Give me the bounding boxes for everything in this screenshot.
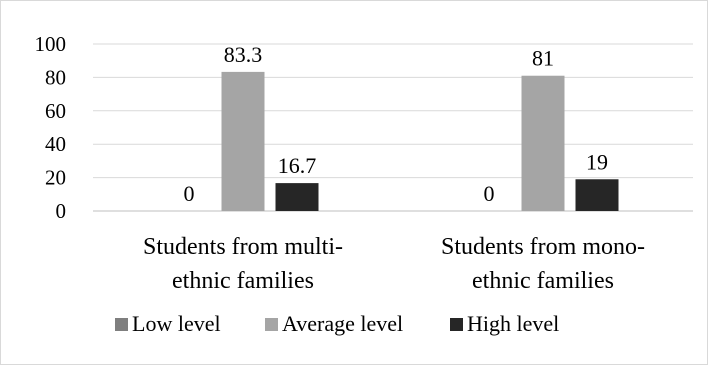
y-tick-label: 60 bbox=[45, 99, 66, 123]
y-tick-label: 100 bbox=[35, 32, 67, 56]
data-label: 0 bbox=[184, 181, 195, 206]
legend-swatch bbox=[115, 318, 128, 331]
bar bbox=[575, 179, 619, 211]
y-tick-label: 80 bbox=[45, 65, 66, 89]
legend-label: Average level bbox=[282, 311, 403, 336]
category-labels: Students from multi-ethnic families Stude… bbox=[143, 234, 645, 294]
bar bbox=[275, 183, 319, 211]
bar bbox=[521, 75, 565, 211]
data-label: 16.7 bbox=[278, 153, 317, 178]
data-labels: 0 83.3 16.7 0 81 19 bbox=[184, 42, 609, 206]
legend-swatch bbox=[450, 318, 463, 331]
category-label: ethnic families bbox=[472, 268, 614, 294]
bars bbox=[221, 71, 619, 211]
data-label: 0 bbox=[484, 181, 495, 206]
legend-label: High level bbox=[467, 311, 559, 336]
data-label: 83.3 bbox=[224, 42, 263, 67]
bar bbox=[221, 71, 265, 211]
category-label: Students from multi- bbox=[143, 234, 343, 260]
y-tick-label: 0 bbox=[56, 199, 67, 223]
legend-label: Low level bbox=[132, 311, 221, 336]
y-tick-label: 20 bbox=[45, 166, 66, 190]
y-axis: 0 20 40 60 80 100 bbox=[35, 32, 67, 223]
legend: Low level Average level High level bbox=[115, 311, 559, 336]
y-tick-label: 40 bbox=[45, 132, 66, 156]
category-label: Students from mono- bbox=[441, 234, 645, 260]
data-label: 19 bbox=[586, 149, 608, 174]
category-label: ethnic families bbox=[172, 268, 314, 294]
legend-swatch bbox=[265, 318, 278, 331]
data-label: 81 bbox=[532, 46, 554, 71]
